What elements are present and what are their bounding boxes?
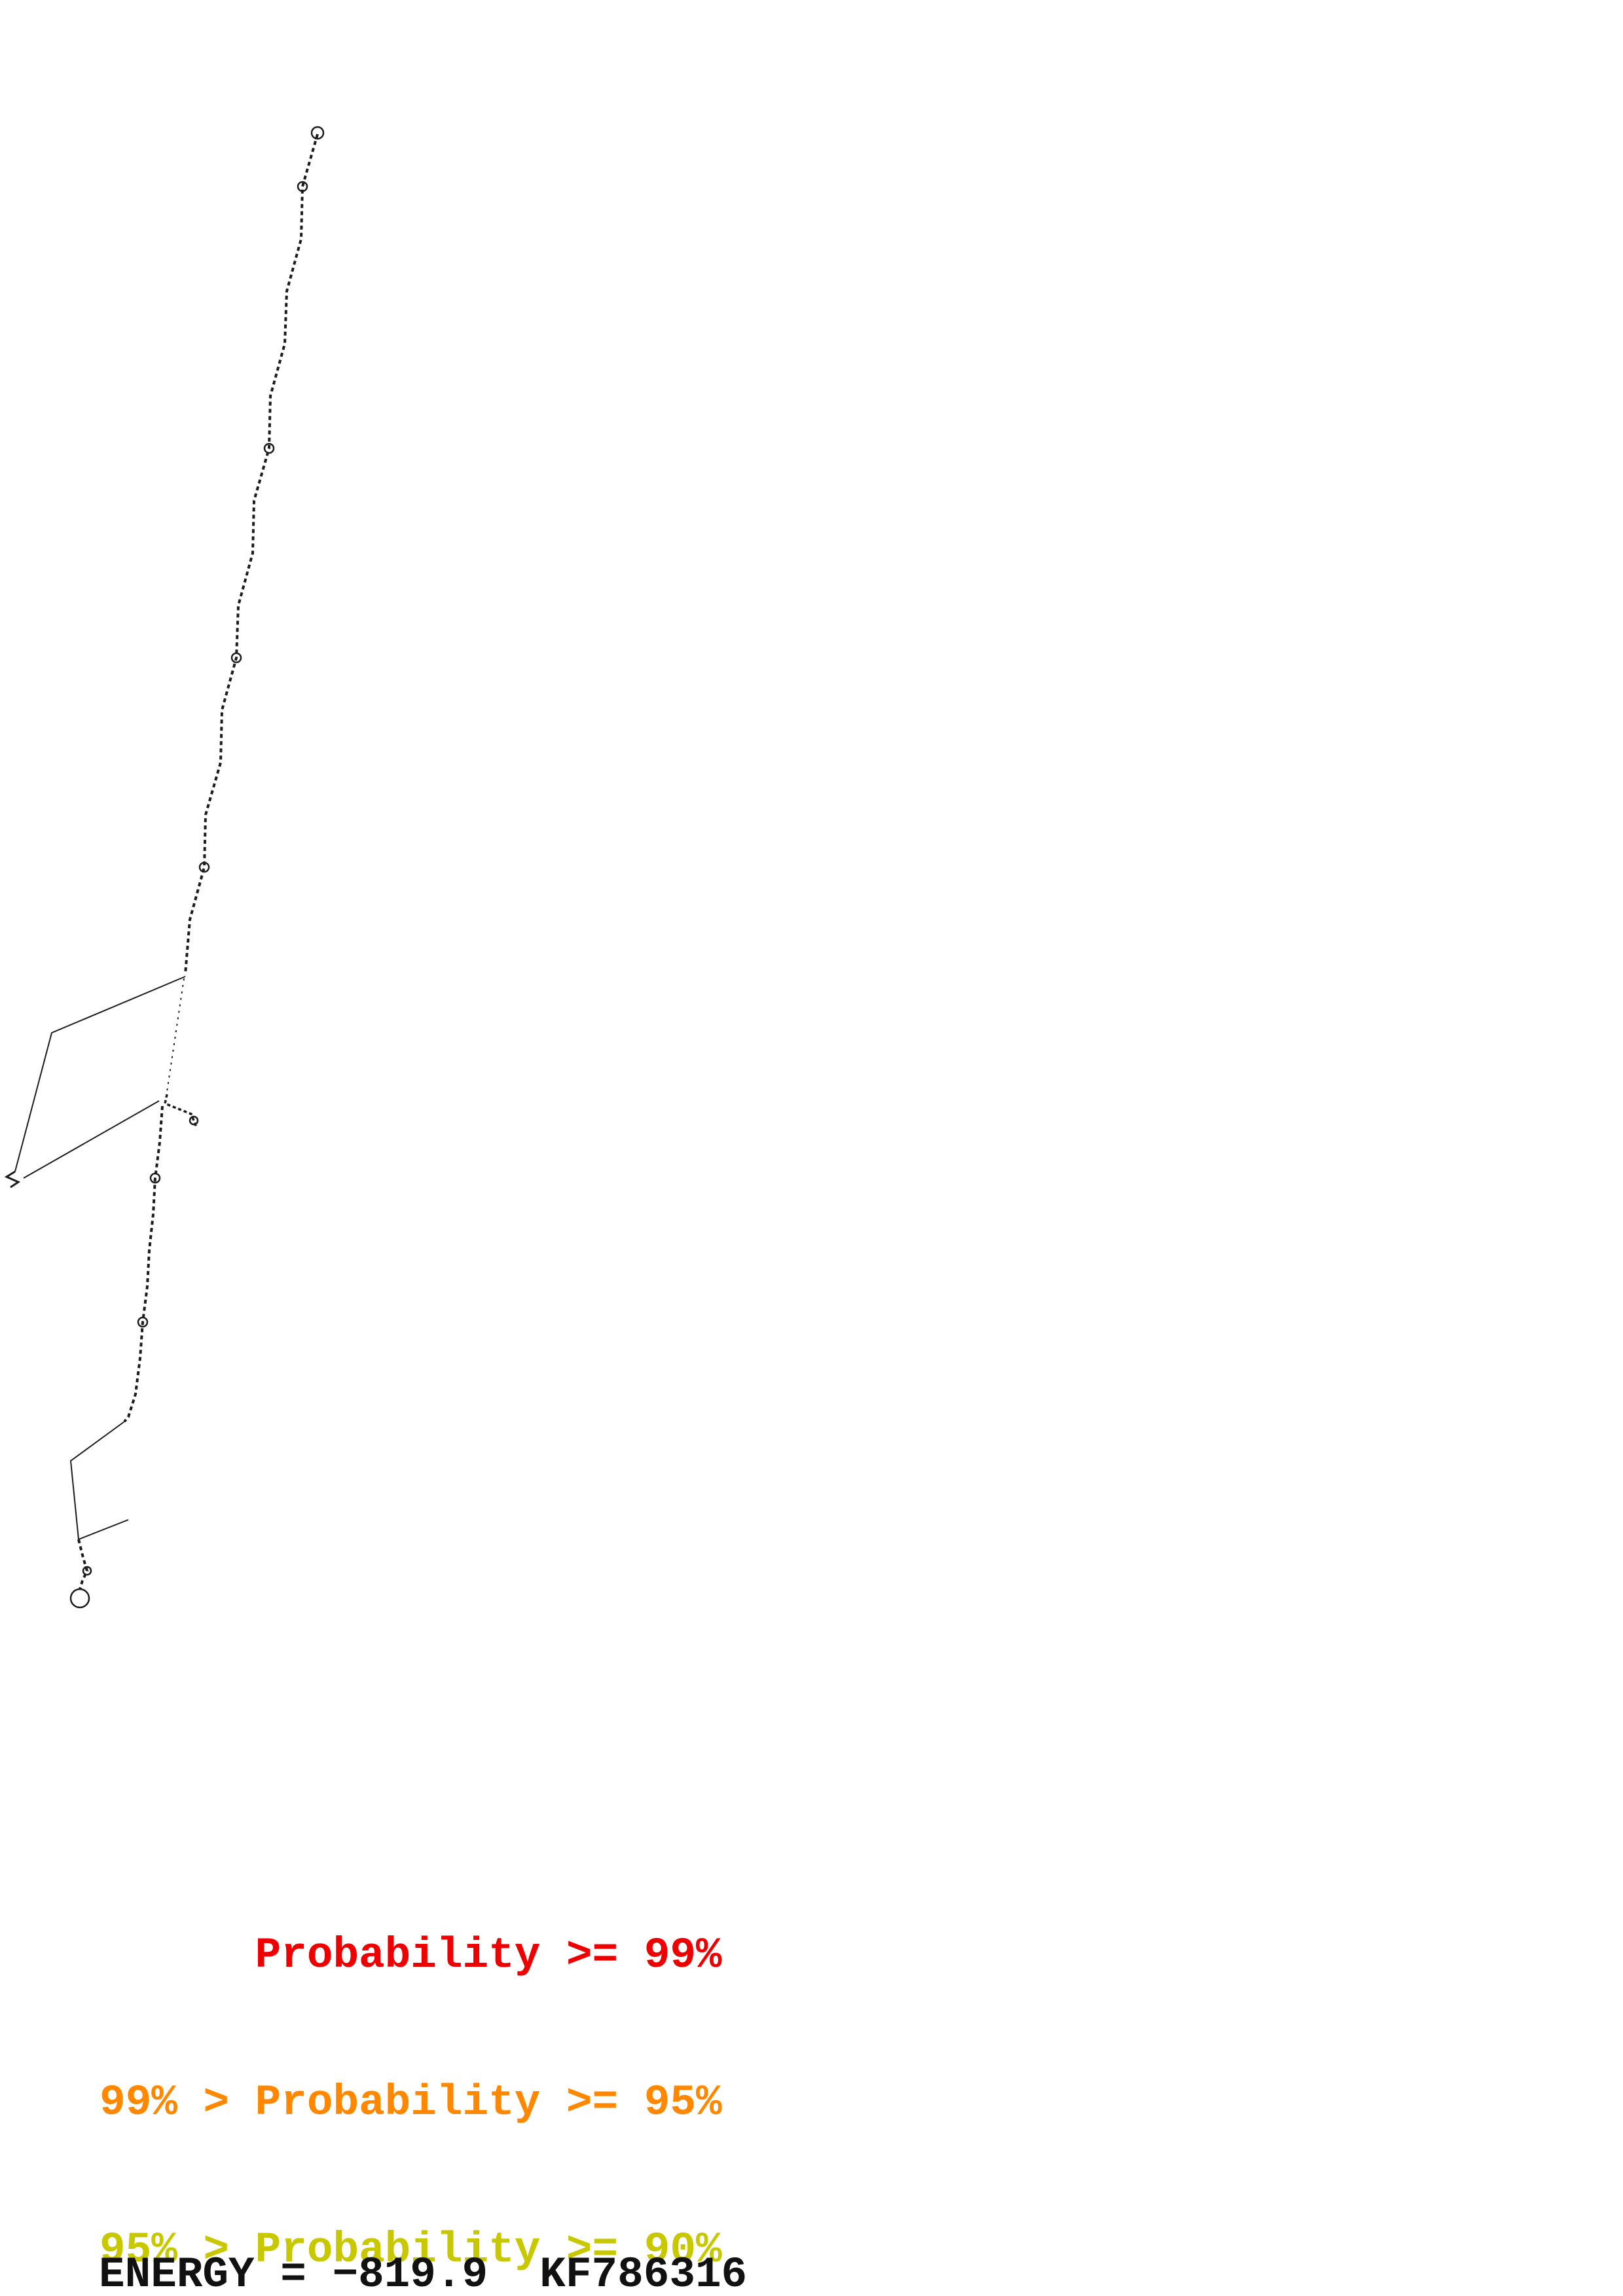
loop-squiggle-left-end — [4, 1170, 21, 1189]
loop-connector-lower-close — [78, 1519, 129, 1540]
loop-connector-lower — [69, 1421, 125, 1540]
dotted-connector — [166, 978, 185, 1092]
rna-backbone-lower — [123, 1105, 164, 1423]
loop-circles — [69, 126, 325, 1609]
rna-structure-group — [4, 126, 325, 1609]
energy-label: ENERGY = −819.9 KF786316 — [99, 2250, 748, 2296]
junction-branch — [163, 1094, 198, 1128]
rna-backbone-upper — [184, 134, 319, 975]
loop-connector-return — [23, 1100, 160, 1179]
legend-item-99: Probability >= 99% — [255, 1931, 722, 1980]
legend-item-90: 95% > Probability >= 90% — [100, 2225, 722, 2274]
terminal-hairpin-loop — [69, 1588, 90, 1609]
legend-item-95: 99% > Probability >= 95% — [100, 2078, 722, 2127]
probability-legend: Probability >= 99% 99% > Probability >= … — [100, 1833, 722, 2296]
terminal-stem — [77, 1539, 89, 1590]
loop-connector-left — [14, 976, 186, 1172]
